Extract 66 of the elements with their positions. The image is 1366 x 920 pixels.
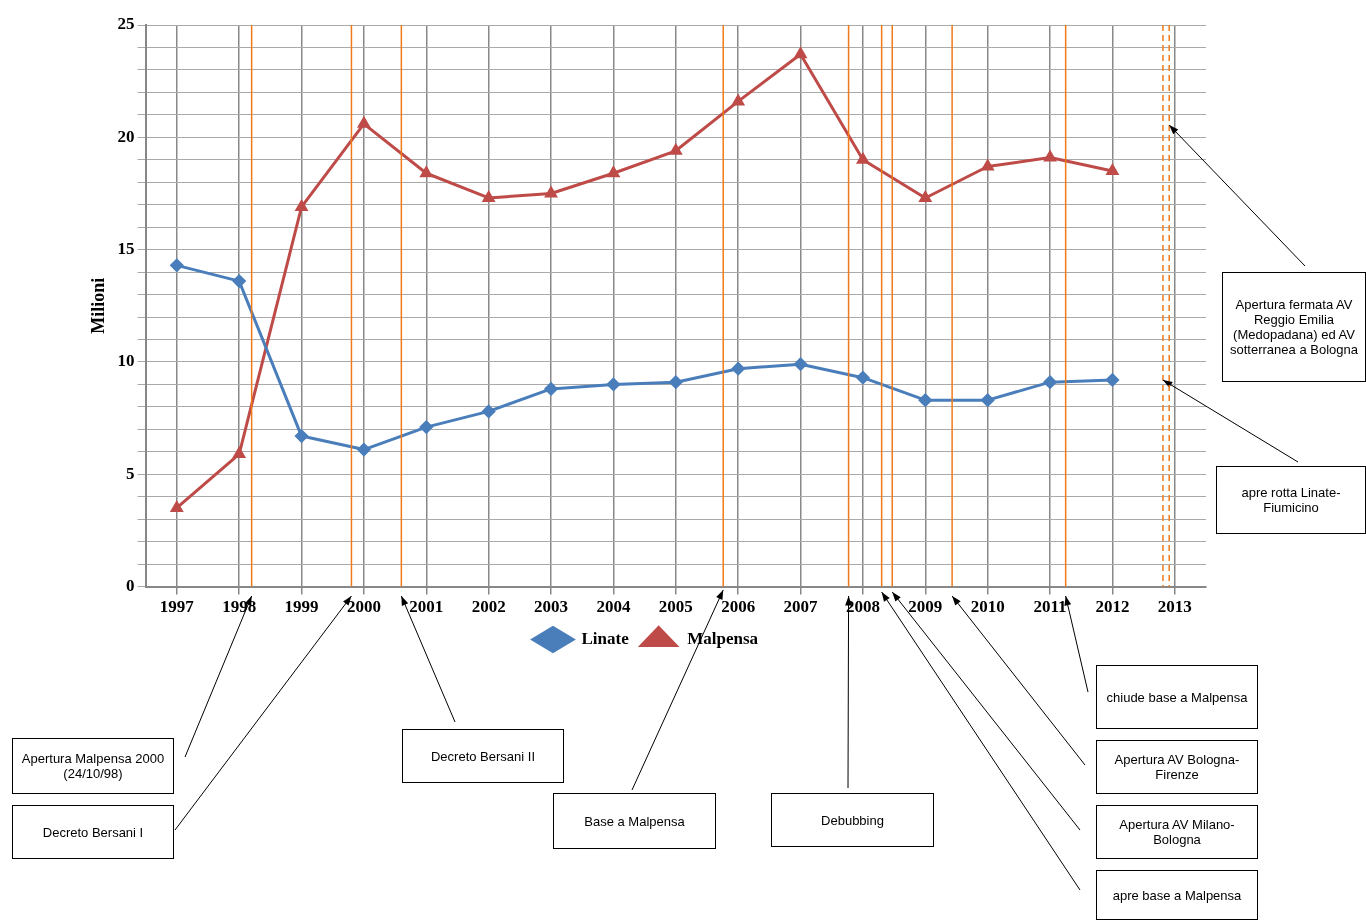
point [794, 47, 807, 59]
point [420, 166, 433, 178]
x-tick-label: 2006 [721, 597, 756, 617]
x-tick-label: 1998 [222, 597, 257, 617]
y-tick-label: 20 [117, 126, 135, 146]
text: Apertura AV Milano-Bologna [1096, 805, 1258, 859]
y-tick-label: 25 [117, 14, 135, 34]
point [606, 377, 620, 391]
x-tick-label: 2011 [1033, 597, 1067, 617]
x-tick-label: 2003 [534, 597, 569, 617]
point [482, 191, 495, 202]
point [856, 371, 870, 385]
legend-label: Malpensa [687, 628, 759, 648]
x-tick-label: 2009 [908, 597, 943, 617]
point [1105, 373, 1119, 387]
point [857, 153, 869, 164]
text: Apertura AV Bologna-Firenze [1096, 740, 1258, 794]
point [295, 200, 308, 211]
text: Debubbing [771, 793, 934, 847]
text: apre base a Malpensa [1096, 870, 1258, 920]
x-tick-label: 2002 [471, 597, 506, 617]
y-tick-label: 10 [117, 351, 135, 371]
text: Base a Malpensa [553, 793, 716, 849]
point [295, 429, 309, 443]
x-tick-label: 2004 [596, 597, 631, 617]
point [732, 94, 745, 106]
text: chiude base a Malpensa [1096, 665, 1258, 729]
legend-label: Linate [581, 628, 630, 648]
point [419, 420, 433, 434]
y-axis-title: Milioni [88, 277, 109, 334]
point [232, 274, 246, 288]
point [170, 501, 183, 512]
point [731, 362, 745, 376]
point [669, 375, 683, 389]
point [1106, 164, 1119, 176]
text: Decreto Bersani II [402, 729, 564, 783]
y-tick-label: 15 [117, 239, 135, 259]
point [669, 144, 682, 155]
point [357, 443, 371, 457]
x-tick-label: 2001 [409, 597, 444, 617]
x-tick-label: 2000 [346, 597, 381, 617]
x-tick-label: 2012 [1095, 597, 1130, 617]
point [918, 393, 932, 407]
point [919, 191, 932, 202]
point [482, 404, 496, 418]
point [544, 382, 558, 396]
x-tick-label: 2005 [658, 597, 693, 617]
point [358, 117, 370, 128]
x-tick-label: 1999 [284, 597, 319, 617]
point [233, 447, 245, 459]
point [1043, 375, 1057, 389]
point [545, 186, 557, 198]
x-tick-label: 1997 [159, 597, 195, 617]
point [794, 357, 808, 371]
text: apre rotta Linate-Fiumicino [1216, 466, 1366, 534]
x-tick-label: 2010 [970, 597, 1005, 617]
point [981, 393, 995, 407]
text: Apertura fermata AV Reggio Emilia (Medopadana) ed AV sotterranea a Bologna [1222, 272, 1366, 382]
y-tick-label: 5 [126, 463, 135, 483]
x-tick-label: 2013 [1157, 597, 1192, 617]
text: Apertura Malpensa 2000 (24/10/98) [12, 738, 174, 794]
y-tick-label: 0 [126, 575, 135, 595]
point [607, 166, 620, 178]
text: Decreto Bersani I [12, 805, 174, 859]
x-tick-label: 2007 [783, 597, 819, 617]
point [170, 258, 184, 272]
